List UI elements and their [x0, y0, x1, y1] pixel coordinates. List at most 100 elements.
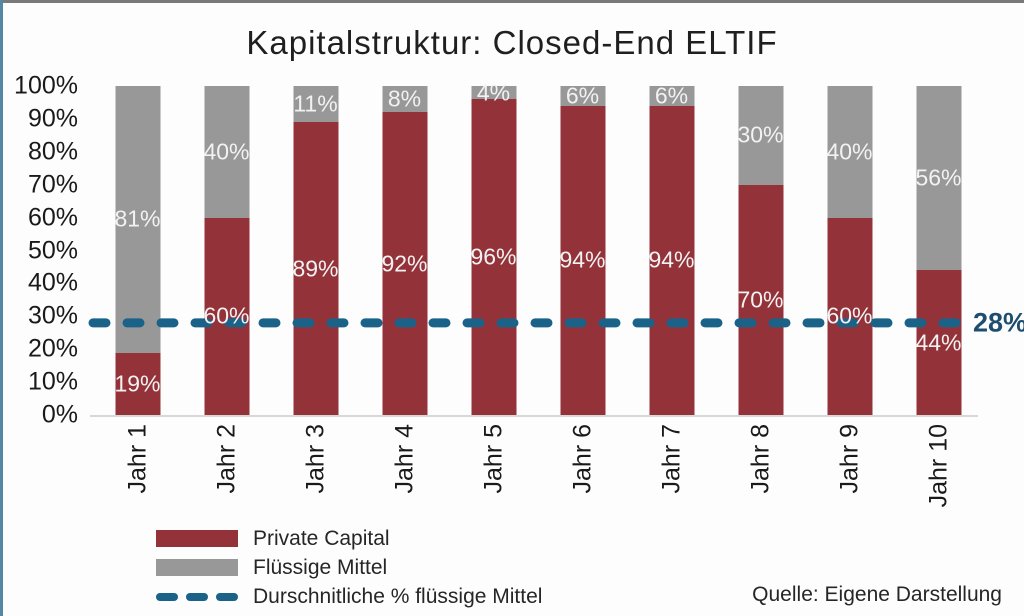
bar-value-label-private: 60% — [826, 302, 873, 329]
bar-jahr-1 — [115, 86, 160, 415]
segment-private-capital — [471, 99, 516, 415]
x-tick-text: Jahr 9 — [834, 424, 863, 494]
bar-value-label-fluessig: 6% — [654, 82, 689, 109]
x-tick-label-jahr-4: Jahr 4 — [389, 424, 419, 494]
y-tick-label: 80% — [27, 137, 78, 166]
segment-private-capital — [560, 105, 605, 415]
y-tick-label: 40% — [27, 268, 78, 297]
bar-value-label-fluessig: 30% — [737, 121, 784, 148]
dash-pill — [216, 592, 238, 601]
bar-value-label-private: 19% — [114, 370, 161, 397]
segment-fluessige-mittel — [471, 86, 516, 100]
segment-private-capital — [738, 184, 783, 415]
x-tick-text: Jahr 1 — [122, 424, 151, 494]
segment-private-capital — [115, 352, 160, 415]
segment-private-capital — [827, 217, 872, 415]
segment-fluessige-mittel — [560, 86, 605, 106]
x-axis-labels: Jahr 1 Jahr 2 Jahr 3 Jahr 4 Jahr 5 Jahr 6 Jahr… — [93, 424, 983, 539]
bar-jahr-5 — [471, 86, 516, 415]
bar-value-label-fluessig: 56% — [915, 164, 962, 191]
bar-jahr-10 — [916, 86, 961, 415]
bar-jahr-4 — [382, 86, 427, 415]
y-tick-label: 90% — [27, 104, 78, 133]
y-axis-labels: 100% 90% 80% 70% 60% 50% 40% 30% 20% 10% 0% — [0, 73, 78, 427]
bar-value-label-fluessig: 4% — [476, 79, 511, 106]
y-tick-label: 20% — [27, 334, 78, 363]
y-tick-label: 10% — [27, 367, 78, 396]
average-value-label: 28% — [973, 307, 1024, 338]
legend-item-durschnitliche-fl-ssige-mittel: Durschnitliche % flüssige Mittel — [156, 585, 542, 608]
legend-color-swatch — [156, 559, 238, 576]
bar-value-label-private: 94% — [559, 246, 606, 273]
legend-color-swatch — [156, 530, 238, 547]
segment-private-capital — [649, 105, 694, 415]
x-tick-text: Jahr 5 — [478, 424, 507, 494]
segment-private-capital — [293, 122, 338, 415]
bar-value-label-private: 96% — [470, 243, 517, 270]
x-tick-label-jahr-8: Jahr 8 — [745, 424, 775, 494]
segment-fluessige-mittel — [649, 86, 694, 106]
bar-value-label-private: 70% — [737, 286, 784, 313]
legend-item-fl-ssige-mittel: Flüssige Mittel — [156, 556, 542, 579]
legend-label: Flüssige Mittel — [253, 555, 388, 579]
x-tick-label-jahr-2: Jahr 2 — [211, 424, 241, 494]
segment-fluessige-mittel — [382, 86, 427, 113]
bar-jahr-6 — [560, 86, 605, 415]
bar-jahr-8 — [738, 86, 783, 415]
segment-fluessige-mittel — [827, 86, 872, 218]
legend-dash-swatch — [156, 588, 238, 605]
y-tick-label: 60% — [27, 203, 78, 232]
legend-label: Private Capital — [253, 526, 390, 550]
segment-private-capital — [916, 270, 961, 415]
bar-value-label-private: 92% — [381, 250, 428, 277]
bar-value-label-private: 89% — [292, 255, 339, 282]
legend-item-private-capital: Private Capital — [156, 527, 542, 550]
chart-title: Kapitalstruktur: Closed-End ELTIF — [246, 24, 778, 61]
x-tick-text: Jahr 3 — [300, 424, 329, 494]
bar-value-label-fluessig: 40% — [826, 138, 873, 165]
bar-jahr-2 — [204, 86, 249, 415]
segment-fluessige-mittel — [204, 86, 249, 218]
bar-jahr-3 — [293, 86, 338, 415]
x-tick-label-jahr-5: Jahr 5 — [478, 424, 508, 494]
dash-pill — [186, 592, 208, 601]
average-dashed-line — [88, 318, 966, 328]
bar-value-label-fluessig: 40% — [203, 138, 250, 165]
dash-pill — [156, 592, 178, 601]
segment-fluessige-mittel — [293, 86, 338, 123]
top-border — [0, 0, 1024, 3]
segment-fluessige-mittel — [115, 86, 160, 353]
source-note: Quelle: Eigene Darstellung — [752, 583, 1002, 606]
bar-value-label-private: 44% — [915, 329, 962, 356]
legend-label: Durschnitliche % flüssige Mittel — [253, 584, 543, 608]
y-tick-label: 70% — [27, 170, 78, 199]
bar-value-label-fluessig: 81% — [114, 205, 161, 232]
x-tick-text: Jahr 10 — [923, 424, 952, 508]
x-tick-text: Jahr 8 — [745, 424, 774, 494]
segment-private-capital — [204, 217, 249, 415]
legend: Private Capital Flüssige Mittel Durschnitl… — [156, 527, 542, 614]
x-tick-label-jahr-1: Jahr 1 — [122, 424, 152, 494]
x-tick-text: Jahr 7 — [656, 424, 685, 494]
left-border — [0, 0, 3, 616]
x-tick-label-jahr-10: Jahr 10 — [923, 424, 953, 508]
bar-labels: 19% 81% 60% 40% 89% 11% 92% 8% 96% 4% 94% 6% 94% 6% 70… — [93, 81, 983, 415]
x-tick-text: Jahr 4 — [389, 424, 418, 494]
y-tick-label: 100% — [14, 71, 78, 100]
y-tick-label: 30% — [27, 301, 78, 330]
bar-value-label-fluessig: 8% — [387, 85, 422, 112]
x-tick-label-jahr-6: Jahr 6 — [568, 424, 597, 493]
bar-value-label-fluessig: 11% — [293, 90, 338, 117]
x-tick-label-jahr-7: Jahr 7 — [656, 424, 686, 494]
bar-jahr-9 — [827, 86, 872, 415]
segment-fluessige-mittel — [738, 86, 783, 185]
bar-jahr-7 — [649, 86, 694, 415]
x-tick-text: Jahr 2 — [211, 424, 240, 494]
plot-area: 19% 81% 60% 40% 89% 11% 92% 8% 96% 4% 94% 6% 94% 6% 70… — [88, 81, 1024, 417]
segment-private-capital — [382, 112, 427, 415]
bar-value-label-private: 94% — [648, 246, 695, 273]
bar-value-label-private: 60% — [203, 302, 250, 329]
bar-value-label-fluessig: 6% — [565, 82, 600, 109]
x-axis-line — [90, 415, 978, 417]
